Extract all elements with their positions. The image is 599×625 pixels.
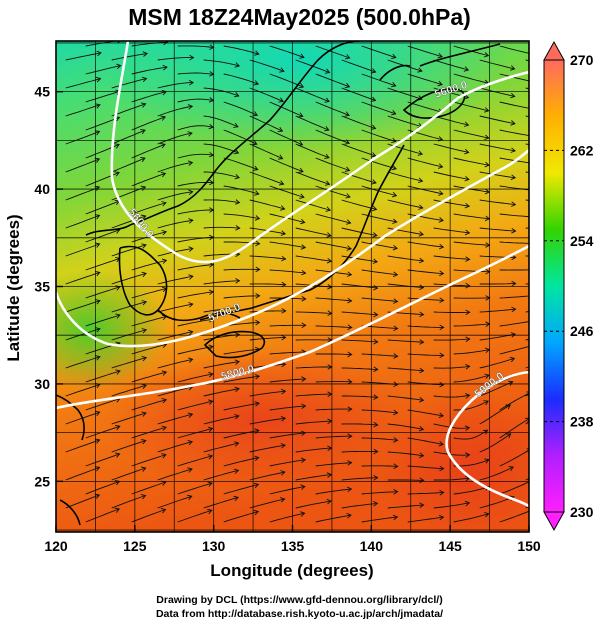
x-tick-label: 145 [438, 538, 462, 554]
y-tick-label: 40 [34, 181, 50, 197]
y-tick-label: 25 [34, 473, 50, 489]
colorbar-gradient [543, 59, 565, 513]
x-tick-label: 130 [202, 538, 226, 554]
colorbar-max-arrow [543, 40, 565, 61]
credit-drawing: Drawing by DCL (https://www.gfd-dennou.o… [156, 594, 443, 606]
map-grid [56, 41, 529, 532]
y-tick-label: 30 [34, 376, 50, 392]
credit-data: Data from http://database.rish.kyoto-u.a… [155, 608, 444, 620]
contour-5600 [110, 41, 529, 264]
x-axis-label: Longitude (degrees) [210, 561, 373, 580]
contour-5800 [56, 244, 529, 410]
colorbar-label: 246 [570, 323, 594, 339]
colorbar-label: 254 [570, 233, 594, 249]
contour-5700 [56, 149, 529, 348]
x-tick-label: 125 [123, 538, 147, 554]
colorbar-label: 238 [570, 414, 594, 430]
y-tick-label: 35 [34, 279, 50, 295]
colorbar-min-arrow [543, 511, 565, 532]
colorbar-label: 270 [570, 52, 594, 68]
x-tick-label: 150 [517, 538, 541, 554]
y-tick-label: 45 [34, 84, 50, 100]
x-tick-label: 120 [44, 538, 68, 554]
x-tick-label: 135 [281, 538, 305, 554]
map-title: MSM 18Z24May2025 (500.0hPa) [128, 4, 471, 30]
y-axis-label: Latitude (degrees) [4, 214, 23, 361]
colorbar-label: 262 [570, 142, 594, 158]
height-contours [56, 41, 529, 508]
x-tick-label: 140 [360, 538, 384, 554]
colorbar: 270 262 254 246 238 230 [543, 40, 594, 532]
streamline-arrowheads [94, 41, 529, 521]
x-axis: 120 125 130 135 140 145 150 [44, 525, 541, 554]
y-axis: 25 30 35 40 45 [34, 84, 63, 489]
colorbar-label: 230 [570, 504, 594, 520]
contour-5900 [445, 370, 529, 508]
credits: Drawing by DCL (https://www.gfd-dennou.o… [0, 593, 599, 621]
